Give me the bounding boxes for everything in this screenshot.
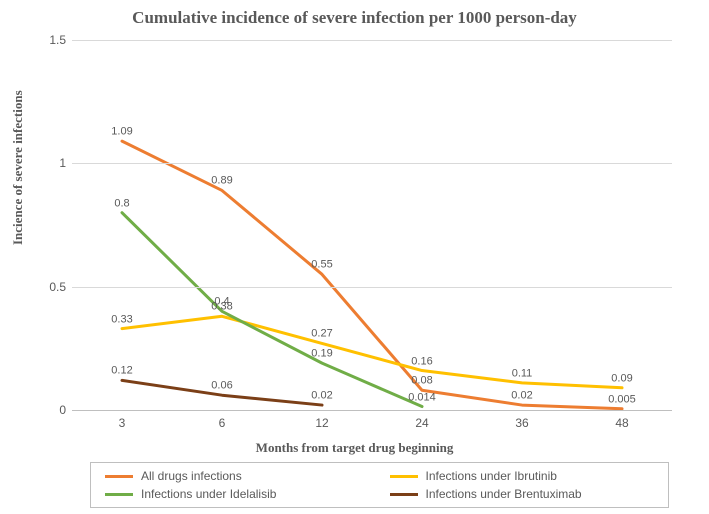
data-label: 0.89: [211, 175, 232, 187]
data-label: 0.55: [311, 259, 332, 271]
gridline: [72, 40, 672, 41]
gridline: [72, 287, 672, 288]
legend-item: All drugs infections: [105, 469, 370, 483]
x-tick-label: 24: [415, 416, 428, 430]
data-label: 0.4: [214, 296, 229, 308]
line-layer: [72, 40, 672, 410]
legend-label: Infections under Ibrutinib: [426, 469, 557, 483]
x-tick-label: 6: [219, 416, 226, 430]
y-tick-label: 1.5: [49, 33, 66, 47]
series-line: [122, 213, 422, 407]
legend-swatch: [390, 493, 418, 496]
legend-label: All drugs infections: [141, 469, 242, 483]
data-label: 0.16: [411, 355, 432, 367]
legend-swatch: [105, 493, 133, 496]
data-label: 1.09: [111, 126, 132, 138]
x-tick-label: 12: [315, 416, 328, 430]
y-axis-label: Incience of severe infections: [10, 90, 26, 245]
y-tick-label: 0.5: [49, 280, 66, 294]
x-tick-label: 48: [615, 416, 628, 430]
series-line: [122, 141, 622, 409]
x-tick-label: 3: [119, 416, 126, 430]
data-label: 0.11: [512, 367, 533, 379]
data-label: 0.27: [311, 328, 332, 340]
series-line: [122, 316, 622, 388]
x-axis-line: [72, 410, 672, 411]
data-label: 0.005: [608, 393, 636, 405]
data-label: 0.19: [311, 348, 332, 360]
data-label: 0.02: [311, 389, 332, 401]
x-axis-label: Months from target drug beginning: [0, 440, 709, 456]
legend-item: Infections under Brentuximab: [390, 487, 655, 501]
x-tick-label: 36: [515, 416, 528, 430]
y-tick-label: 0: [59, 403, 66, 417]
legend-label: Infections under Brentuximab: [426, 487, 582, 501]
legend: All drugs infections Infections under Ibr…: [90, 462, 669, 508]
legend-swatch: [390, 475, 418, 478]
y-tick-label: 1: [59, 156, 66, 170]
gridline: [72, 163, 672, 164]
legend-item: Infections under Idelalisib: [105, 487, 370, 501]
chart-title: Cumulative incidence of severe infection…: [0, 8, 709, 28]
legend-label: Infections under Idelalisib: [141, 487, 276, 501]
legend-item: Infections under Ibrutinib: [390, 469, 655, 483]
plot-area: 00.511.536122436481.090.890.550.080.020.…: [72, 40, 672, 410]
data-label: 0.33: [111, 313, 132, 325]
data-label: 0.08: [411, 375, 432, 387]
data-label: 0.06: [211, 380, 232, 392]
data-label: 0.8: [114, 197, 129, 209]
data-label: 0.014: [408, 391, 436, 403]
data-label: 0.12: [111, 365, 132, 377]
legend-swatch: [105, 475, 133, 478]
data-label: 0.02: [511, 389, 532, 401]
data-label: 0.09: [611, 372, 632, 384]
chart-container: Cumulative incidence of severe infection…: [0, 0, 709, 514]
